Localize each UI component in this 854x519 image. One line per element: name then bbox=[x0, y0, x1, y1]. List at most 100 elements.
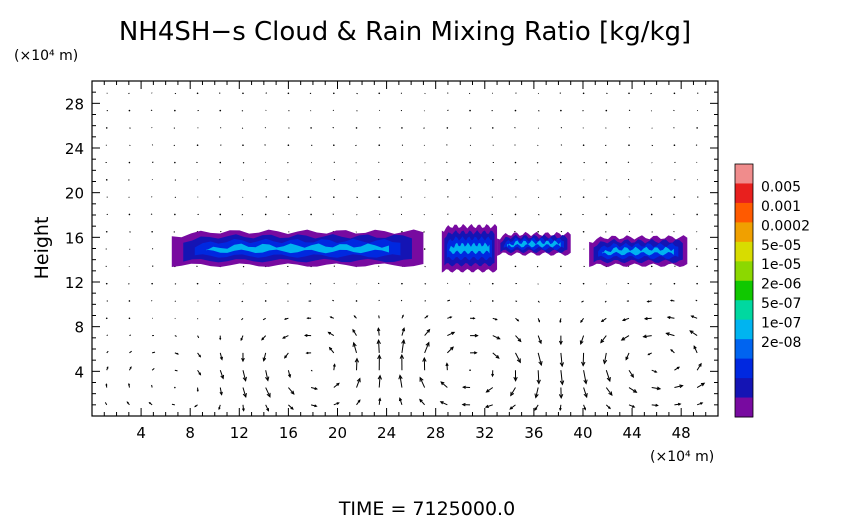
chart-title: NH4SH−s Cloud & Rain Mixing Ratio [kg/kg… bbox=[119, 17, 691, 47]
wind-dot bbox=[673, 92, 676, 95]
wind-arrow-head bbox=[472, 317, 476, 320]
colorbar-swatch bbox=[735, 164, 753, 184]
wind-arrow bbox=[378, 375, 381, 388]
cloud-mixing-ratio-field bbox=[171, 223, 688, 273]
wind-arrow bbox=[485, 404, 493, 408]
wind-dot bbox=[514, 265, 517, 268]
wind-dot bbox=[582, 230, 585, 233]
wind-arrow bbox=[696, 382, 705, 388]
wind-arrow bbox=[262, 317, 266, 321]
wind-arrow-head bbox=[474, 333, 479, 338]
wind-arrow bbox=[129, 350, 132, 354]
wind-arrow-head bbox=[647, 353, 650, 356]
colorbar: 0.005 0.001 0.0002 5e-05 1e-05 2e-06 5e-07 1e-0… bbox=[734, 163, 810, 418]
wind-dot bbox=[605, 109, 608, 112]
wind-arrow bbox=[174, 300, 176, 302]
wind-arrow-head bbox=[559, 407, 562, 412]
colorbar-swatch bbox=[735, 280, 753, 301]
wind-dot bbox=[219, 161, 222, 164]
y-tick-label: 28 bbox=[65, 95, 84, 113]
wind-arrow bbox=[419, 377, 426, 388]
wind-dot bbox=[287, 92, 290, 95]
wind-dot bbox=[196, 282, 199, 285]
wind-arrow bbox=[288, 387, 295, 395]
wind-arrow-head bbox=[620, 336, 626, 341]
y-tick-label: 8 bbox=[74, 319, 84, 337]
wind-arrow-head bbox=[608, 391, 613, 397]
wind-arrow-head bbox=[425, 315, 429, 318]
y-unit-label: (×10⁴ m) bbox=[14, 48, 78, 64]
wind-arrow-head bbox=[241, 357, 245, 363]
wind-dot bbox=[446, 179, 449, 181]
wind-arrow-head bbox=[461, 402, 466, 407]
wind-arrow bbox=[447, 331, 455, 337]
wind-arrow bbox=[400, 299, 403, 302]
wind-arrow-head bbox=[377, 354, 382, 360]
wind-arrow-head bbox=[357, 399, 361, 403]
wind-arrow-head bbox=[422, 356, 427, 362]
wind-arrow bbox=[242, 387, 247, 398]
wind-arrow-head bbox=[356, 377, 361, 383]
colorbar-label: 1e-07 bbox=[761, 316, 801, 332]
wind-arrow-head bbox=[219, 337, 222, 341]
wind-arrow-head bbox=[129, 366, 132, 369]
wind-arrow bbox=[603, 352, 607, 364]
x-tick-label: 48 bbox=[672, 424, 691, 442]
wind-arrow bbox=[537, 335, 542, 344]
wind-arrow-head bbox=[698, 362, 702, 367]
wind-arrow-head bbox=[677, 402, 682, 406]
wind-dot bbox=[355, 300, 358, 302]
wind-dot bbox=[560, 161, 562, 164]
wind-dot bbox=[446, 127, 449, 129]
wind-arrow-head bbox=[290, 390, 295, 395]
wind-arrow-head bbox=[176, 352, 180, 355]
wind-arrow bbox=[560, 370, 563, 385]
wind-arrow-head bbox=[128, 382, 131, 386]
y-tick-label: 24 bbox=[65, 140, 84, 158]
wind-dot bbox=[310, 127, 312, 129]
wind-dot bbox=[378, 144, 381, 147]
wind-arrow bbox=[446, 282, 449, 285]
wind-arrow bbox=[515, 352, 521, 363]
wind-dot bbox=[605, 213, 608, 216]
wind-arrow bbox=[241, 300, 244, 303]
wind-dot bbox=[264, 300, 267, 302]
colorbar-swatch bbox=[735, 319, 753, 340]
wind-dot bbox=[605, 161, 608, 164]
wind-dot bbox=[174, 161, 176, 164]
wind-arrow-head bbox=[314, 387, 319, 390]
wind-arrow bbox=[643, 335, 652, 338]
wind-arrow-head bbox=[287, 374, 292, 379]
wind-arrow bbox=[287, 370, 291, 378]
wind-arrow bbox=[129, 334, 132, 337]
wind-dot bbox=[696, 282, 698, 285]
wind-arrow-head bbox=[332, 363, 336, 367]
wind-arrow-head bbox=[580, 320, 583, 323]
colorbar-swatch bbox=[735, 397, 753, 418]
wind-arrow bbox=[401, 328, 405, 336]
wind-dot bbox=[491, 300, 494, 302]
cloud-contour bbox=[507, 240, 561, 248]
wind-arrow bbox=[651, 387, 661, 390]
wind-arrow-head bbox=[679, 384, 684, 389]
wind-arrow-head bbox=[336, 382, 340, 386]
wind-arrow bbox=[197, 335, 200, 339]
wind-arrow-head bbox=[261, 337, 265, 341]
wind-arrow-head bbox=[646, 300, 650, 303]
wind-arrow-head bbox=[693, 345, 697, 350]
wind-arrow bbox=[625, 352, 630, 360]
wind-arrow-head bbox=[516, 358, 521, 364]
wind-dot bbox=[355, 127, 358, 129]
wind-arrow-head bbox=[198, 372, 202, 376]
wind-arrow-head bbox=[445, 362, 449, 367]
wind-arrow-head bbox=[534, 407, 538, 411]
wind-dot bbox=[174, 213, 176, 216]
wind-arrow bbox=[378, 315, 380, 319]
wind-arrow-head bbox=[600, 339, 605, 344]
wind-dot bbox=[128, 317, 131, 320]
wind-arrow-head bbox=[510, 391, 515, 397]
x-tick-label: 20 bbox=[328, 424, 347, 442]
wind-arrow-head bbox=[105, 383, 108, 386]
wind-arrow-head bbox=[690, 315, 694, 319]
wind-arrow-head bbox=[282, 335, 286, 339]
